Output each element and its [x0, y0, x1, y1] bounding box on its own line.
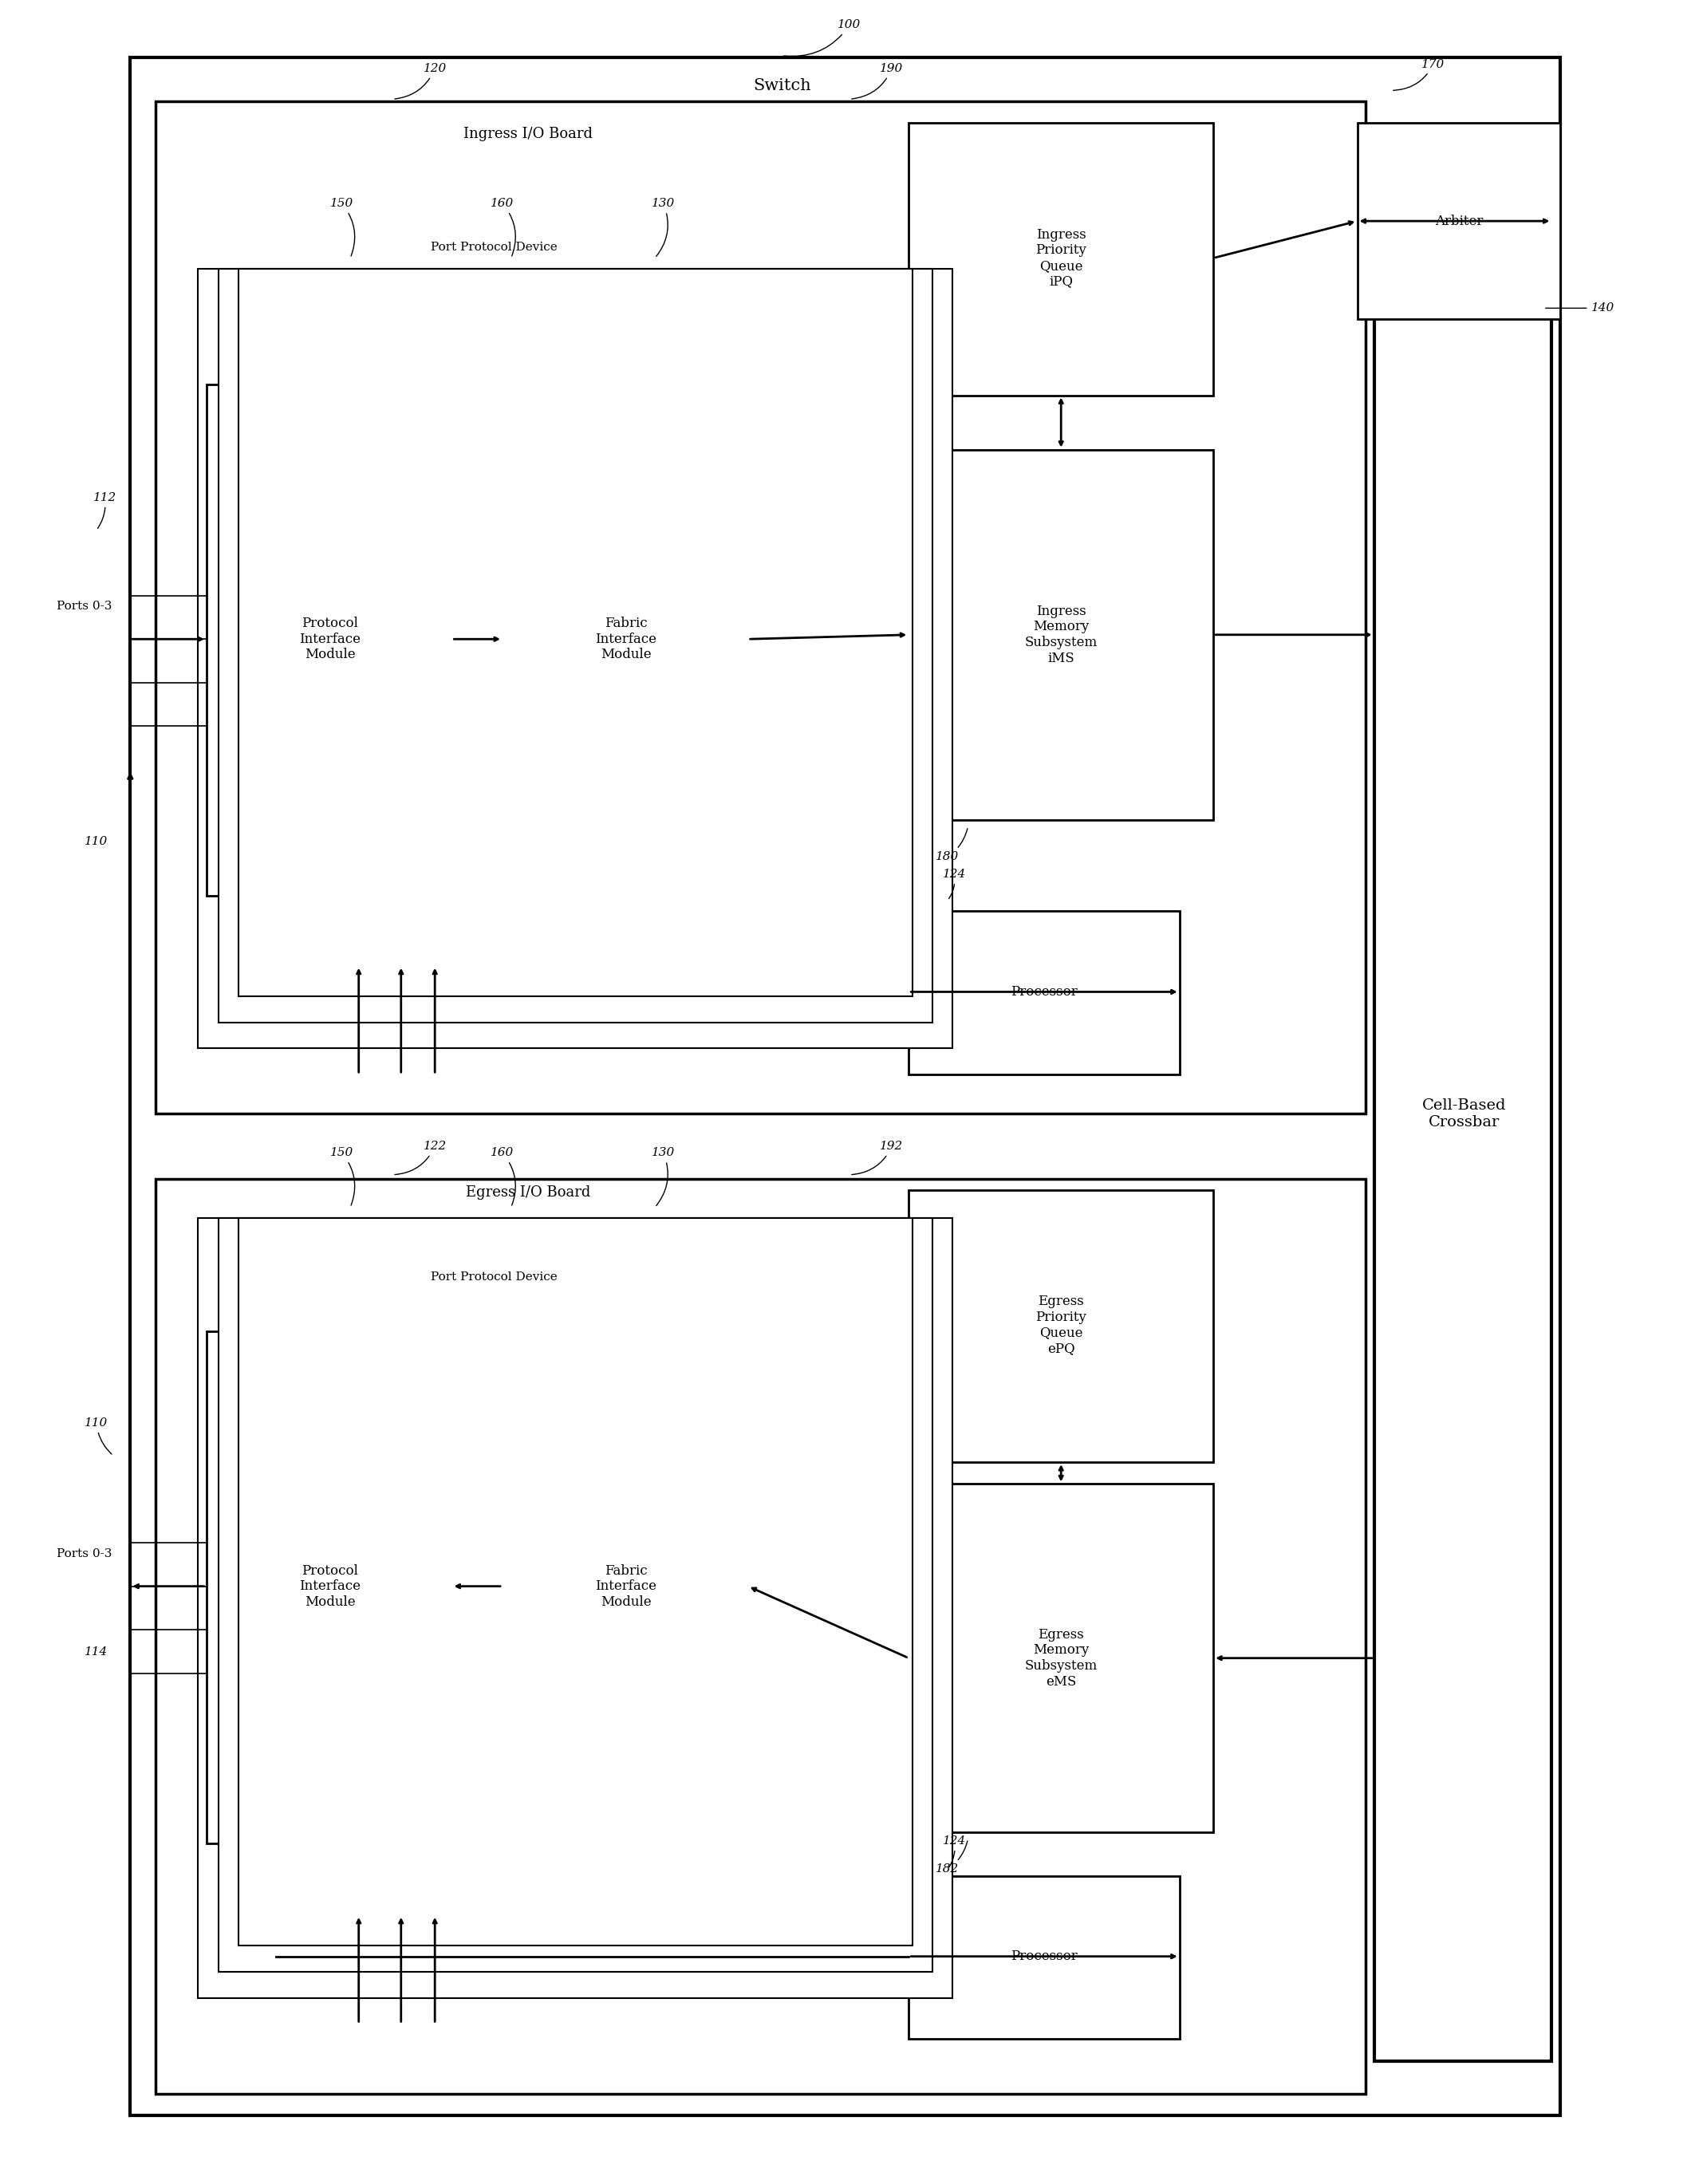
Text: Protocol
Interface
Module: Protocol Interface Module [299, 616, 360, 662]
Text: 150: 150 [330, 199, 355, 256]
Text: 182: 182 [936, 1841, 967, 1874]
Bar [156, 1179, 1366, 2094]
Text: 130: 130 [652, 1147, 675, 1206]
Text: Port Protocol Device: Port Protocol Device [432, 242, 557, 253]
Text: Arbiter: Arbiter [1434, 214, 1483, 227]
Bar [217, 269, 933, 1022]
Text: 110: 110 [85, 1417, 112, 1455]
Text: Egress
Memory
Subsystem
eMS: Egress Memory Subsystem eMS [1024, 1627, 1098, 1688]
Text: Egress
Priority
Queue
ePQ: Egress Priority Queue ePQ [1036, 1295, 1087, 1356]
Text: 112: 112 [93, 491, 117, 529]
Text: 100: 100 [783, 20, 861, 57]
Bar [206, 1332, 452, 1843]
Text: 190: 190 [851, 63, 904, 98]
Text: 160: 160 [491, 199, 515, 256]
Text: Ports 0-3: Ports 0-3 [56, 601, 112, 612]
Text: 110: 110 [85, 836, 109, 847]
Bar [909, 122, 1213, 395]
Text: 122: 122 [394, 1140, 447, 1175]
Text: Ingress
Priority
Queue
iPQ: Ingress Priority Queue iPQ [1036, 227, 1087, 288]
Bar [909, 1876, 1179, 2040]
Text: Ingress
Memory
Subsystem
iMS: Ingress Memory Subsystem iMS [1024, 605, 1098, 664]
Bar [199, 1219, 953, 1998]
Bar [909, 1483, 1213, 1832]
Text: Switch: Switch [753, 79, 810, 94]
Text: 124: 124 [943, 869, 967, 898]
Text: Ports 0-3: Ports 0-3 [56, 1548, 112, 1559]
Text: 180: 180 [936, 828, 967, 863]
Bar [238, 269, 912, 996]
Bar [909, 1190, 1213, 1461]
Bar [178, 1219, 974, 2025]
Bar [909, 450, 1213, 819]
Text: Processor: Processor [1011, 1950, 1077, 1963]
Text: Port Protocol Device: Port Protocol Device [432, 1271, 557, 1282]
Text: 140: 140 [1546, 304, 1614, 314]
Text: Fabric
Interface
Module: Fabric Interface Module [595, 1564, 658, 1610]
Bar [206, 384, 452, 895]
Bar [503, 1332, 748, 1843]
Text: 150: 150 [330, 1147, 355, 1206]
Bar [156, 100, 1366, 1114]
Bar [199, 269, 953, 1048]
Text: Fabric
Interface
Module: Fabric Interface Module [595, 616, 658, 662]
Text: 124: 124 [943, 1835, 967, 1867]
Text: 170: 170 [1393, 59, 1446, 90]
Text: Processor: Processor [1011, 985, 1077, 998]
Text: 130: 130 [652, 199, 675, 256]
Text: 192: 192 [851, 1140, 904, 1175]
Text: Ingress I/O Board: Ingress I/O Board [464, 127, 593, 142]
Text: 120: 120 [394, 63, 447, 98]
Bar [1374, 166, 1551, 2062]
Bar [1358, 122, 1560, 319]
Text: 160: 160 [491, 1147, 515, 1206]
Bar [503, 384, 748, 895]
Text: Protocol
Interface
Module: Protocol Interface Module [299, 1564, 360, 1610]
Bar [217, 1219, 933, 1972]
Text: Cell-Based
Crossbar: Cell-Based Crossbar [1422, 1099, 1505, 1129]
Text: Egress I/O Board: Egress I/O Board [466, 1186, 590, 1199]
Bar [909, 911, 1179, 1075]
Bar [131, 57, 1560, 2116]
Bar [238, 1219, 912, 1946]
Text: 114: 114 [85, 1647, 109, 1658]
Bar [178, 269, 974, 1075]
